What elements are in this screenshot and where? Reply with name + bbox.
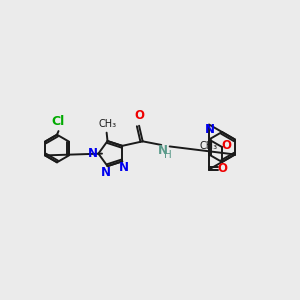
Text: O: O <box>135 109 145 122</box>
Text: O: O <box>217 162 227 176</box>
Text: H: H <box>164 149 172 160</box>
Text: N: N <box>158 143 167 157</box>
Text: N: N <box>118 161 128 174</box>
Text: N: N <box>101 166 111 179</box>
Text: CH₃: CH₃ <box>98 119 116 129</box>
Text: Cl: Cl <box>52 115 65 128</box>
Text: O: O <box>222 139 232 152</box>
Text: N: N <box>205 123 215 136</box>
Text: N: N <box>88 146 98 160</box>
Text: CH₃: CH₃ <box>200 141 218 151</box>
